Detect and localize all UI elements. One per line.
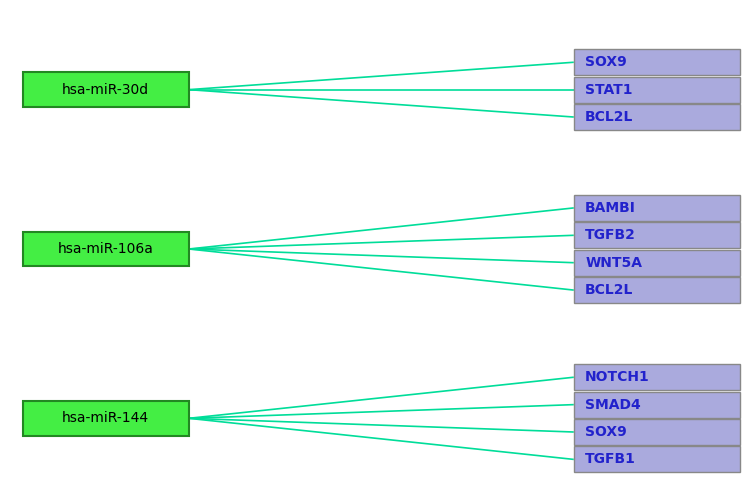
Text: SOX9: SOX9 [585,425,627,439]
FancyBboxPatch shape [574,365,740,390]
FancyBboxPatch shape [23,72,189,107]
FancyBboxPatch shape [574,222,740,249]
Text: SMAD4: SMAD4 [585,397,641,412]
FancyBboxPatch shape [23,232,189,266]
FancyBboxPatch shape [574,277,740,303]
Text: SOX9: SOX9 [585,55,627,69]
Text: STAT1: STAT1 [585,83,633,97]
FancyBboxPatch shape [574,391,740,417]
Text: hsa-miR-106a: hsa-miR-106a [58,242,153,256]
Text: WNT5A: WNT5A [585,255,642,270]
FancyBboxPatch shape [574,77,740,103]
FancyBboxPatch shape [574,250,740,276]
Text: hsa-miR-144: hsa-miR-144 [62,411,149,425]
Text: TGFB2: TGFB2 [585,228,636,243]
FancyBboxPatch shape [574,419,740,445]
Text: NOTCH1: NOTCH1 [585,370,650,384]
FancyBboxPatch shape [23,401,189,436]
Text: BCL2L: BCL2L [585,283,633,297]
FancyBboxPatch shape [574,195,740,221]
FancyBboxPatch shape [574,49,740,75]
Text: TGFB1: TGFB1 [585,452,636,467]
Text: BCL2L: BCL2L [585,110,633,124]
FancyBboxPatch shape [574,446,740,472]
Text: BAMBI: BAMBI [585,201,636,215]
Text: hsa-miR-30d: hsa-miR-30d [62,83,149,97]
FancyBboxPatch shape [574,104,740,130]
